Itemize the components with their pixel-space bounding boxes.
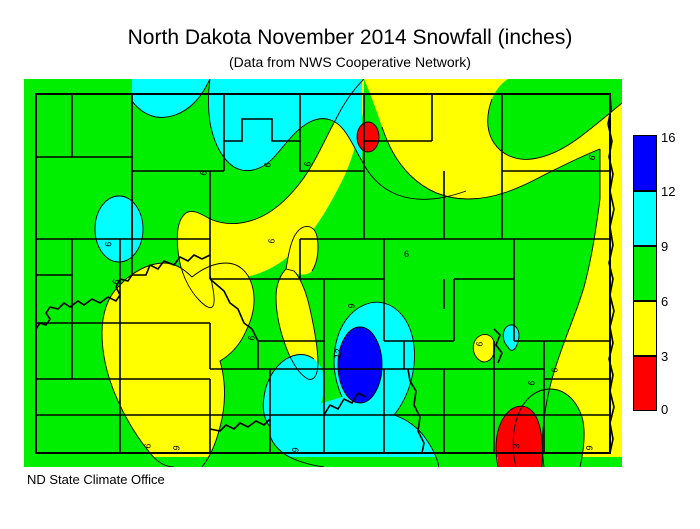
legend-tick-6: 6 — [661, 294, 669, 309]
page-title: North Dakota November 2014 Snowfall (inc… — [127, 26, 573, 49]
south-border-red-strip — [498, 457, 542, 467]
south-central-blue-core — [338, 327, 382, 403]
contour-label-12: 12 — [332, 348, 344, 360]
contour-label-6: 6 — [103, 241, 113, 247]
southwest-yellow-region — [102, 263, 254, 467]
south-central-cyan-island — [503, 324, 519, 351]
contour-label-6: 6 — [246, 335, 257, 342]
south-central-cyan-lower-lobe — [263, 354, 325, 434]
south-central-yellow-island — [473, 334, 495, 362]
legend-band-12-16 — [633, 135, 657, 191]
county-boundaries — [35, 93, 615, 454]
contour-label-6: 6 — [110, 278, 121, 285]
snowfall-legend-colorbar: 16 12 9 6 3 0 — [633, 131, 675, 416]
legend-tick-3: 3 — [661, 349, 669, 364]
contour-label-6: 6 — [474, 341, 485, 348]
contour-label-6: 6 — [549, 367, 560, 374]
west-central-cyan-blob — [95, 196, 143, 262]
contour-label-6: 6 — [262, 162, 273, 169]
legend-band-0-3 — [633, 356, 657, 411]
legend-band-6-9 — [633, 246, 657, 301]
south-central-yellow-strip — [276, 269, 318, 380]
contour-label-9: 9 — [171, 445, 182, 452]
contour-label-6: 6 — [526, 380, 537, 387]
legend-tick-0: 0 — [661, 402, 669, 417]
contour-label-3: 3 — [511, 443, 522, 450]
contour-label-6: 6 — [586, 154, 597, 162]
credit-label: ND State Climate Office — [27, 472, 165, 487]
legend-tick-16: 16 — [661, 130, 676, 145]
legend-tick-12: 12 — [661, 184, 676, 199]
southeast-red-spot — [496, 406, 543, 467]
legend-band-9-12 — [633, 191, 657, 246]
contour-label-9: 9 — [584, 445, 595, 452]
north-central-red-spot — [357, 122, 379, 152]
contour-label-9: 9 — [290, 447, 301, 454]
south-border-green-strip — [24, 457, 622, 467]
contour-label-9: 9 — [346, 303, 357, 310]
north-central-cyan-extension — [132, 79, 210, 118]
contour-label-6: 6 — [266, 238, 277, 245]
north-central-yellow-lobe — [210, 79, 364, 278]
map-frame — [35, 93, 611, 454]
contour-label-6: 6 — [404, 249, 409, 259]
snowfall-contour-map: 6 6 6 6 6 6 6 6 6 6 6 6 6 9 9 9 9 — [24, 79, 622, 467]
contour-label-6: 6 — [302, 161, 313, 168]
legend-band-3-6 — [633, 301, 657, 356]
north-central-cyan-region — [208, 79, 362, 171]
contour-label-6: 6 — [142, 443, 153, 450]
contour-value-labels: 6 6 6 6 6 6 6 6 6 6 6 6 6 9 9 9 9 — [103, 154, 598, 454]
northeast-yellow-region — [364, 79, 622, 467]
legend-tick-9: 9 — [661, 239, 669, 254]
northeast-green-lobe — [487, 79, 622, 160]
page-subtitle: (Data from NWS Cooperative Network) — [229, 54, 471, 70]
contour-label-6: 6 — [198, 170, 209, 177]
